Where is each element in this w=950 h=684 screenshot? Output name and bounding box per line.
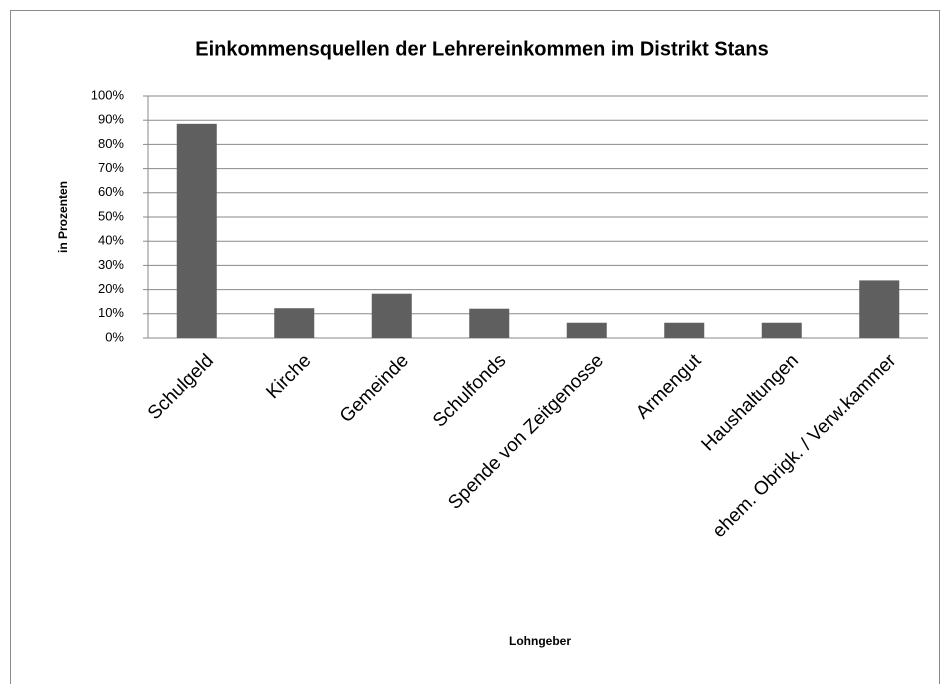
bar [664, 322, 705, 338]
x-axis-label: Lohngeber [509, 634, 571, 648]
bar [371, 293, 412, 338]
y-tick-label: 100% [91, 87, 125, 102]
y-tick-label: 60% [98, 184, 124, 199]
bar [469, 308, 510, 338]
chart-frame [10, 10, 940, 684]
bar [274, 308, 315, 338]
y-tick-label: 0% [105, 329, 124, 344]
y-tick-label: 40% [98, 233, 124, 248]
y-tick-label: 10% [98, 305, 124, 320]
bar [761, 322, 802, 338]
bar [859, 280, 900, 338]
y-tick-label: 70% [98, 160, 124, 175]
y-axis-label: in Prozenten [56, 181, 70, 253]
y-tick-label: 90% [98, 112, 124, 127]
y-tick-label: 80% [98, 136, 124, 151]
y-tick-label: 20% [98, 281, 124, 296]
y-tick-label: 30% [98, 257, 124, 272]
bar [566, 322, 607, 338]
y-tick-label: 50% [98, 208, 124, 223]
chart-title: Einkommensquellen der Lehrereinkommen im… [195, 38, 769, 60]
bar [176, 123, 217, 338]
